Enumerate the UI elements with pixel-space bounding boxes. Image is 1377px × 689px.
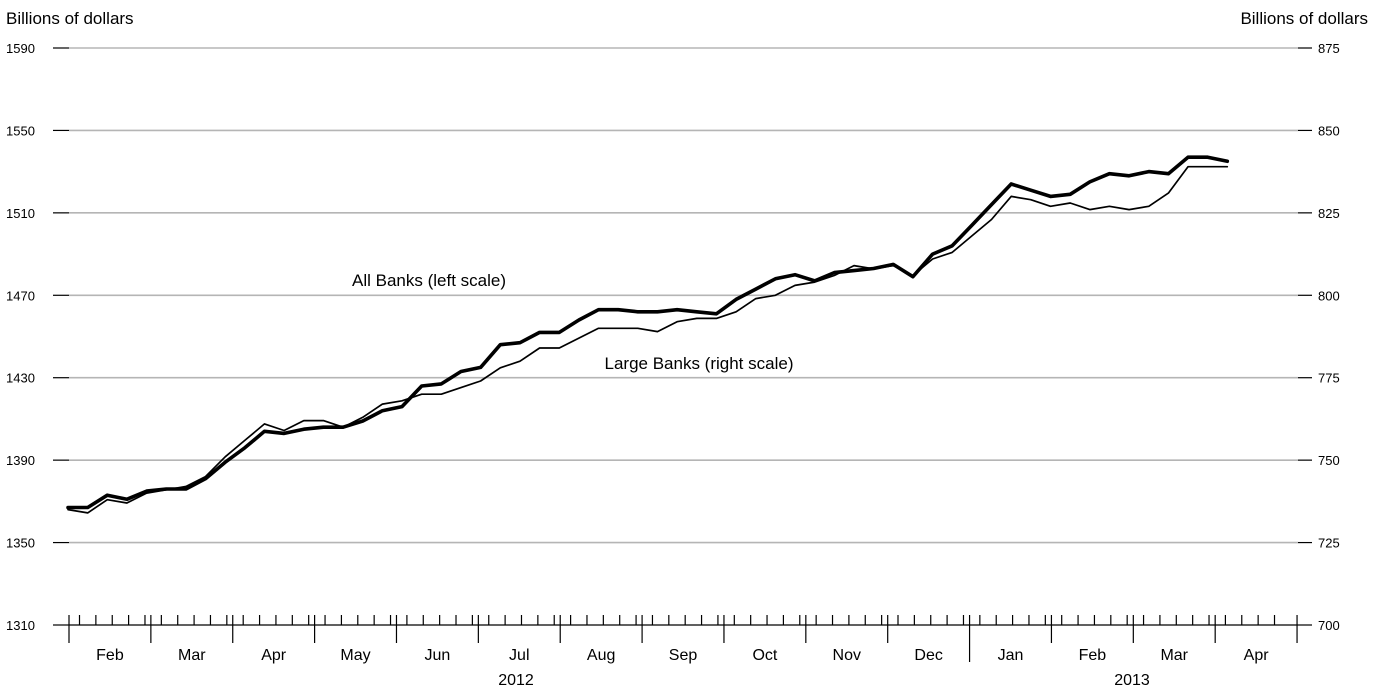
right-tick-label: 775 [1318, 371, 1340, 386]
series-lines [66, 155, 1230, 514]
annotations: All Banks (left scale) Large Banks (right… [352, 271, 793, 373]
x-axis: Feb Mar Apr May Jun Jul Aug Sep Oct Nov Dec Jan Feb M… [68, 615, 1298, 689]
month-label: Mar [178, 647, 206, 664]
right-axis: 700 725 750 775 800 825 850 875 [1298, 41, 1340, 633]
left-tick-label: 1350 [6, 536, 35, 551]
gridlines [69, 47, 1298, 544]
all-banks-line [66, 155, 1230, 510]
month-label: Feb [96, 647, 124, 664]
right-tick-label: 700 [1318, 618, 1340, 633]
left-tick-label: 1310 [6, 618, 35, 633]
month-label: Jun [425, 647, 451, 664]
month-label: Apr [261, 647, 287, 664]
large-banks-annotation: Large Banks (right scale) [605, 354, 794, 373]
left-axis-title: Billions of dollars [6, 9, 134, 28]
month-label: Apr [1244, 647, 1270, 664]
left-tick-label: 1390 [6, 453, 35, 468]
left-tick-label: 1510 [6, 206, 35, 221]
right-tick-label: 850 [1318, 123, 1340, 138]
large-banks-line [67, 165, 1229, 514]
month-label: Jul [509, 647, 529, 664]
month-label: Jan [998, 647, 1024, 664]
right-tick-label: 800 [1318, 288, 1340, 303]
month-label: Aug [587, 647, 615, 664]
month-label: Nov [833, 647, 861, 664]
left-tick-label: 1470 [6, 288, 35, 303]
right-tick-label: 875 [1318, 41, 1340, 56]
left-tick-label: 1590 [6, 41, 35, 56]
left-tick-label: 1430 [6, 371, 35, 386]
month-label: Sep [669, 647, 698, 664]
right-tick-label: 725 [1318, 536, 1340, 551]
month-label: Oct [752, 647, 777, 664]
year-label: 2013 [1114, 672, 1150, 689]
month-label: Dec [914, 647, 942, 664]
right-axis-title: Billions of dollars [1240, 9, 1368, 28]
month-label: May [340, 647, 370, 664]
year-label: 2012 [498, 672, 534, 689]
right-tick-label: 750 [1318, 453, 1340, 468]
all-banks-annotation: All Banks (left scale) [352, 271, 506, 290]
month-label: Mar [1160, 647, 1188, 664]
month-label: Feb [1079, 647, 1107, 664]
right-tick-label: 825 [1318, 206, 1340, 221]
left-tick-label: 1550 [6, 123, 35, 138]
left-axis: 1310 1350 1390 1430 1470 1510 1550 1590 [6, 41, 69, 633]
